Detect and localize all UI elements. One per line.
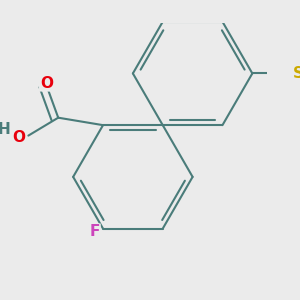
Text: O: O — [40, 76, 53, 91]
Text: F: F — [90, 224, 100, 239]
Text: O: O — [12, 130, 26, 145]
Text: S: S — [293, 66, 300, 81]
Text: H: H — [0, 122, 11, 137]
